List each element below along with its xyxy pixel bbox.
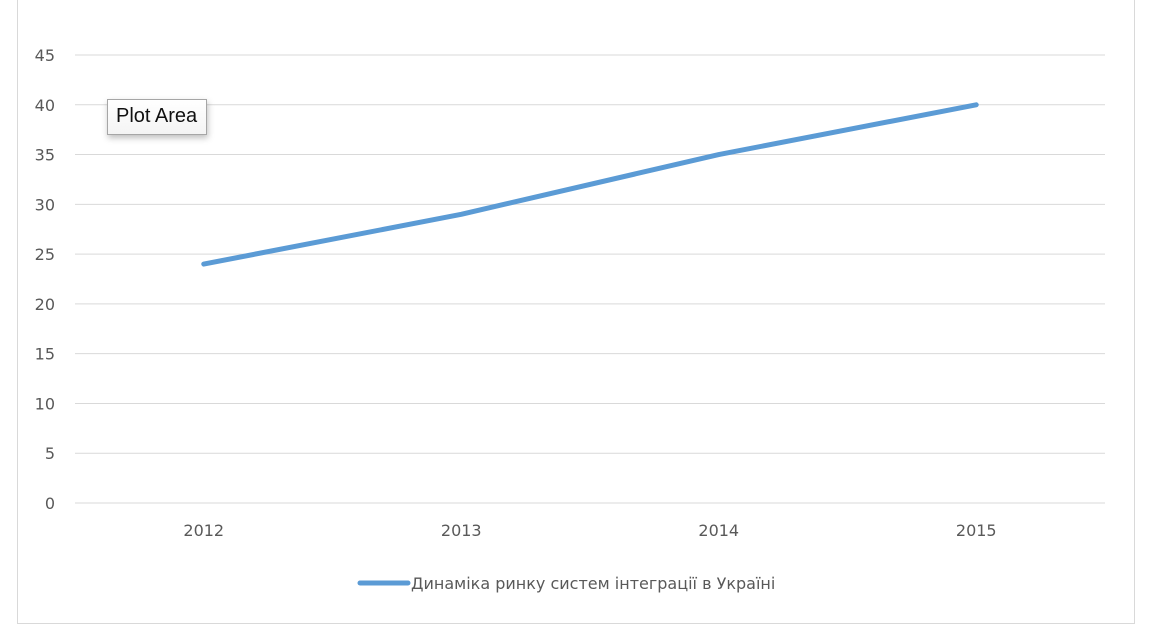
x-axis-tick-labels: 2012 2013 2014 2015 (183, 521, 996, 540)
y-tick-label: 10 (35, 394, 55, 413)
x-tick-label: 2015 (956, 521, 997, 540)
y-tick-label: 20 (35, 295, 55, 314)
y-tick-label: 5 (45, 444, 55, 463)
gridlines (75, 54, 1105, 504)
y-tick-label: 30 (35, 195, 55, 214)
y-tick-label: 15 (35, 345, 55, 364)
x-tick-label: 2014 (698, 521, 739, 540)
y-tick-label: 35 (35, 146, 55, 165)
x-tick-label: 2013 (441, 521, 482, 540)
y-tick-label: 25 (35, 245, 55, 264)
y-axis-tick-labels: 0 5 10 15 20 25 30 35 40 45 (35, 46, 55, 513)
y-tick-label: 0 (45, 494, 55, 513)
series-layer (201, 102, 979, 267)
y-tick-label: 40 (35, 96, 55, 115)
plot-area-tooltip: Plot Area (107, 99, 208, 135)
y-tick-label: 45 (35, 46, 55, 65)
series-line (201, 102, 979, 267)
legend: Динаміка ринку систем інтеграції в Украї… (357, 574, 775, 593)
legend-label: Динаміка ринку систем інтеграції в Украї… (411, 574, 775, 593)
x-tick-label: 2012 (183, 521, 224, 540)
